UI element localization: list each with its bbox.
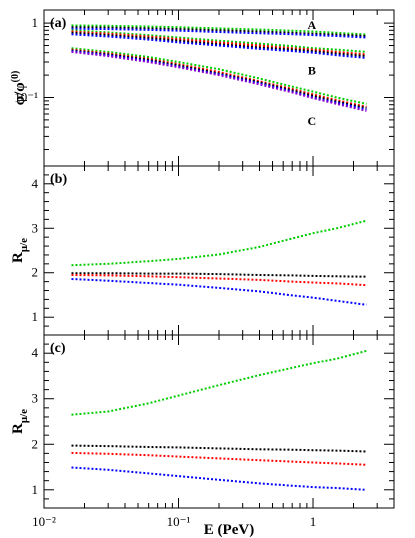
y-tick-label: 10⁻¹ — [14, 89, 38, 104]
panel-label: (c) — [50, 341, 66, 356]
panel-label: (b) — [50, 172, 67, 187]
y-axis-title-subscript: μ/e — [18, 238, 30, 252]
y-axis-title-subscript: μ/e — [18, 409, 30, 423]
y-axis-title-main: R — [10, 423, 26, 434]
y-tick-label: 3 — [32, 391, 39, 406]
y-tick-label: 1 — [32, 15, 39, 30]
x-axis-title: E (PeV) — [204, 522, 254, 538]
series-line-2-3 — [71, 466, 367, 491]
series-line-0-1 — [71, 26, 367, 37]
x-tick-label: 10⁻² — [32, 514, 56, 529]
panel-label: (a) — [50, 16, 67, 31]
series-line-2-2 — [71, 451, 367, 466]
curve-letter-c: C — [308, 114, 317, 128]
y-axis-title: φ/φ(0) — [10, 71, 28, 106]
x-tick-label: 1 — [310, 514, 317, 529]
series-line-0-4 — [71, 30, 367, 56]
curve-letter-b: B — [308, 64, 316, 78]
y-axis-title: Rμ/e — [10, 238, 30, 263]
y-axis-title: Rμ/e — [10, 409, 30, 434]
y-tick-label: 1 — [32, 482, 39, 497]
series-line-1-3 — [71, 278, 367, 306]
y-tick-label: 4 — [32, 345, 39, 360]
panel-frame-2 — [43, 334, 395, 509]
series-line-0-2 — [71, 27, 367, 39]
y-tick-label: 4 — [32, 176, 39, 191]
y-tick-label: 3 — [32, 220, 39, 235]
x-tick-label: 10⁻¹ — [167, 514, 191, 529]
series-line-2-1 — [71, 444, 367, 453]
y-tick-label: 2 — [32, 265, 39, 280]
y-axis-title-main: φ/φ — [12, 82, 28, 105]
series-line-0-0 — [71, 24, 367, 36]
series-line-1-0 — [71, 219, 367, 267]
series-line-0-7 — [71, 47, 367, 105]
series-line-0-9 — [71, 49, 367, 110]
series-line-0-6 — [71, 33, 367, 59]
panel-frame-1 — [43, 165, 395, 336]
y-tick-label: 2 — [32, 436, 39, 451]
y-tick-label: 1 — [32, 309, 39, 324]
series-line-2-0 — [71, 349, 367, 416]
y-axis-title-superscript: (0) — [10, 71, 21, 83]
curve-letter-a: A — [308, 18, 317, 32]
y-axis-title-main: R — [10, 252, 26, 263]
series-line-0-5 — [71, 31, 367, 58]
series-line-0-3 — [71, 29, 367, 53]
series-line-1-2 — [71, 274, 367, 287]
series-line-0-11 — [71, 50, 367, 112]
series-line-0-10 — [71, 50, 367, 111]
series-line-1-1 — [71, 272, 367, 278]
